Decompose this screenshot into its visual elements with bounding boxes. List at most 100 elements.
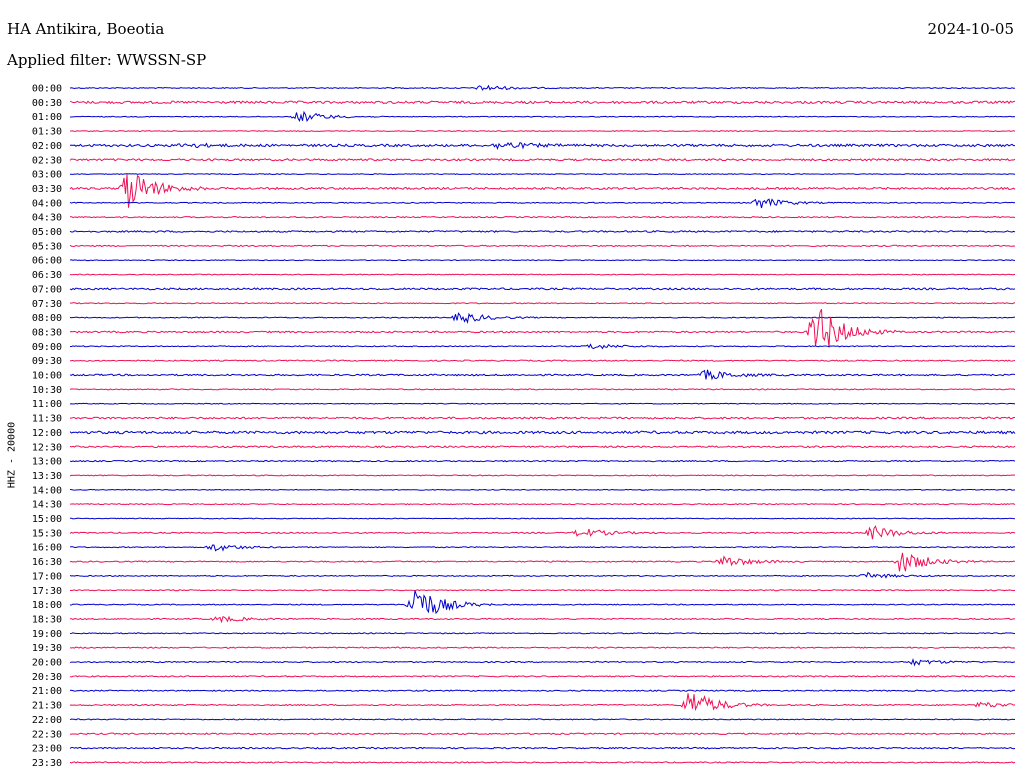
- trace-row: [69, 589, 1016, 592]
- row-label: 09:30: [32, 356, 62, 367]
- row-label: 02:30: [32, 155, 62, 166]
- trace-row: [69, 142, 1016, 151]
- filter-label: Applied filter: WWSSN-SP: [7, 51, 207, 69]
- row-label: 16:00: [32, 543, 62, 554]
- row-label: 17:30: [32, 586, 62, 597]
- row-label: 15:30: [32, 528, 62, 539]
- date-label: 2024-10-05: [927, 20, 1014, 38]
- trace-row: [69, 525, 1016, 540]
- trace-row: [69, 590, 1016, 615]
- row-label: 08:30: [32, 327, 62, 338]
- trace-row: [69, 615, 1016, 624]
- trace-row: [69, 359, 1016, 362]
- row-label: 18:00: [32, 600, 62, 611]
- row-label: 00:30: [32, 98, 62, 109]
- trace-row: [69, 761, 1016, 764]
- trace-row: [69, 230, 1016, 233]
- trace-row: [69, 718, 1016, 721]
- trace-row: [69, 388, 1016, 391]
- trace-row: [69, 732, 1016, 736]
- row-label: 22:00: [32, 715, 62, 726]
- row-label: 00:00: [32, 84, 62, 95]
- row-label: 03:30: [32, 184, 62, 195]
- trace-row: [69, 110, 1016, 123]
- trace-row: [69, 657, 1016, 667]
- trace-row: [69, 84, 1016, 91]
- trace-row: [69, 244, 1016, 248]
- trace-row: [69, 369, 1016, 381]
- row-label: 12:00: [32, 428, 62, 439]
- row-label: 05:00: [32, 227, 62, 238]
- row-label: 10:00: [32, 371, 62, 382]
- trace-row: [69, 544, 1016, 552]
- row-label: 11:00: [32, 399, 62, 410]
- trace-row: [69, 689, 1016, 692]
- row-label: 22:30: [32, 729, 62, 740]
- trace-row: [69, 632, 1016, 635]
- trace-row: [69, 259, 1016, 262]
- trace-row: [69, 198, 1016, 209]
- row-label: 17:00: [32, 571, 62, 582]
- row-label: 13:00: [32, 457, 62, 468]
- row-label: 15:00: [32, 514, 62, 525]
- trace-row: [69, 746, 1016, 750]
- row-label: 09:00: [32, 342, 62, 353]
- row-label: 10:30: [32, 385, 62, 396]
- row-label: 11:30: [32, 414, 62, 425]
- trace-row: [69, 416, 1016, 420]
- row-label: 14:30: [32, 500, 62, 511]
- row-label: 19:30: [32, 643, 62, 654]
- trace-row: [69, 302, 1016, 305]
- trace-row: [69, 552, 1016, 572]
- trace-row: [69, 343, 1016, 350]
- row-label: 18:30: [32, 614, 62, 625]
- trace-row: [69, 503, 1016, 506]
- trace-row: [69, 459, 1016, 463]
- row-label: 16:30: [32, 557, 62, 568]
- row-label: 06:30: [32, 270, 62, 281]
- trace-row: [69, 312, 1016, 324]
- row-label: 21:30: [32, 701, 62, 712]
- row-label: 07:00: [32, 284, 62, 295]
- row-label: 01:30: [32, 127, 62, 138]
- station-title: HA Antikira, Boeotia: [7, 20, 165, 38]
- trace-row: [69, 215, 1016, 219]
- row-label: 19:00: [32, 629, 62, 640]
- trace-row: [69, 488, 1016, 491]
- trace-row: [69, 517, 1016, 520]
- row-label: 23:00: [32, 744, 62, 755]
- row-label: 14:00: [32, 485, 62, 496]
- row-label: 20:30: [32, 672, 62, 683]
- trace-row: [69, 273, 1016, 276]
- row-label: 13:30: [32, 471, 62, 482]
- row-label: 03:00: [32, 170, 62, 181]
- row-label: 05:30: [32, 241, 62, 252]
- trace-row: [69, 158, 1016, 162]
- row-label: 04:30: [32, 213, 62, 224]
- row-label: 12:30: [32, 442, 62, 453]
- row-label: 04:00: [32, 198, 62, 209]
- trace-row: [69, 571, 1016, 579]
- trace-row: [69, 474, 1016, 477]
- row-label: 20:00: [32, 658, 62, 669]
- trace-row: [69, 430, 1016, 435]
- trace-row: [69, 646, 1016, 649]
- trace-row: [69, 100, 1016, 105]
- trace-row: [69, 287, 1016, 291]
- row-label: 07:30: [32, 299, 62, 310]
- trace-row: [69, 675, 1016, 678]
- trace-row: [69, 445, 1016, 449]
- row-label: 01:00: [32, 112, 62, 123]
- row-label: 06:00: [32, 256, 62, 267]
- row-label: 02:00: [32, 141, 62, 152]
- row-label: 23:30: [32, 758, 62, 769]
- trace-row: [69, 308, 1016, 348]
- trace-row: [69, 174, 1016, 208]
- row-label: 08:00: [32, 313, 62, 324]
- trace-row: [69, 693, 1016, 712]
- trace-row: [69, 402, 1016, 405]
- trace-row: [69, 173, 1016, 176]
- trace-row: [69, 130, 1016, 132]
- row-label: 21:00: [32, 686, 62, 697]
